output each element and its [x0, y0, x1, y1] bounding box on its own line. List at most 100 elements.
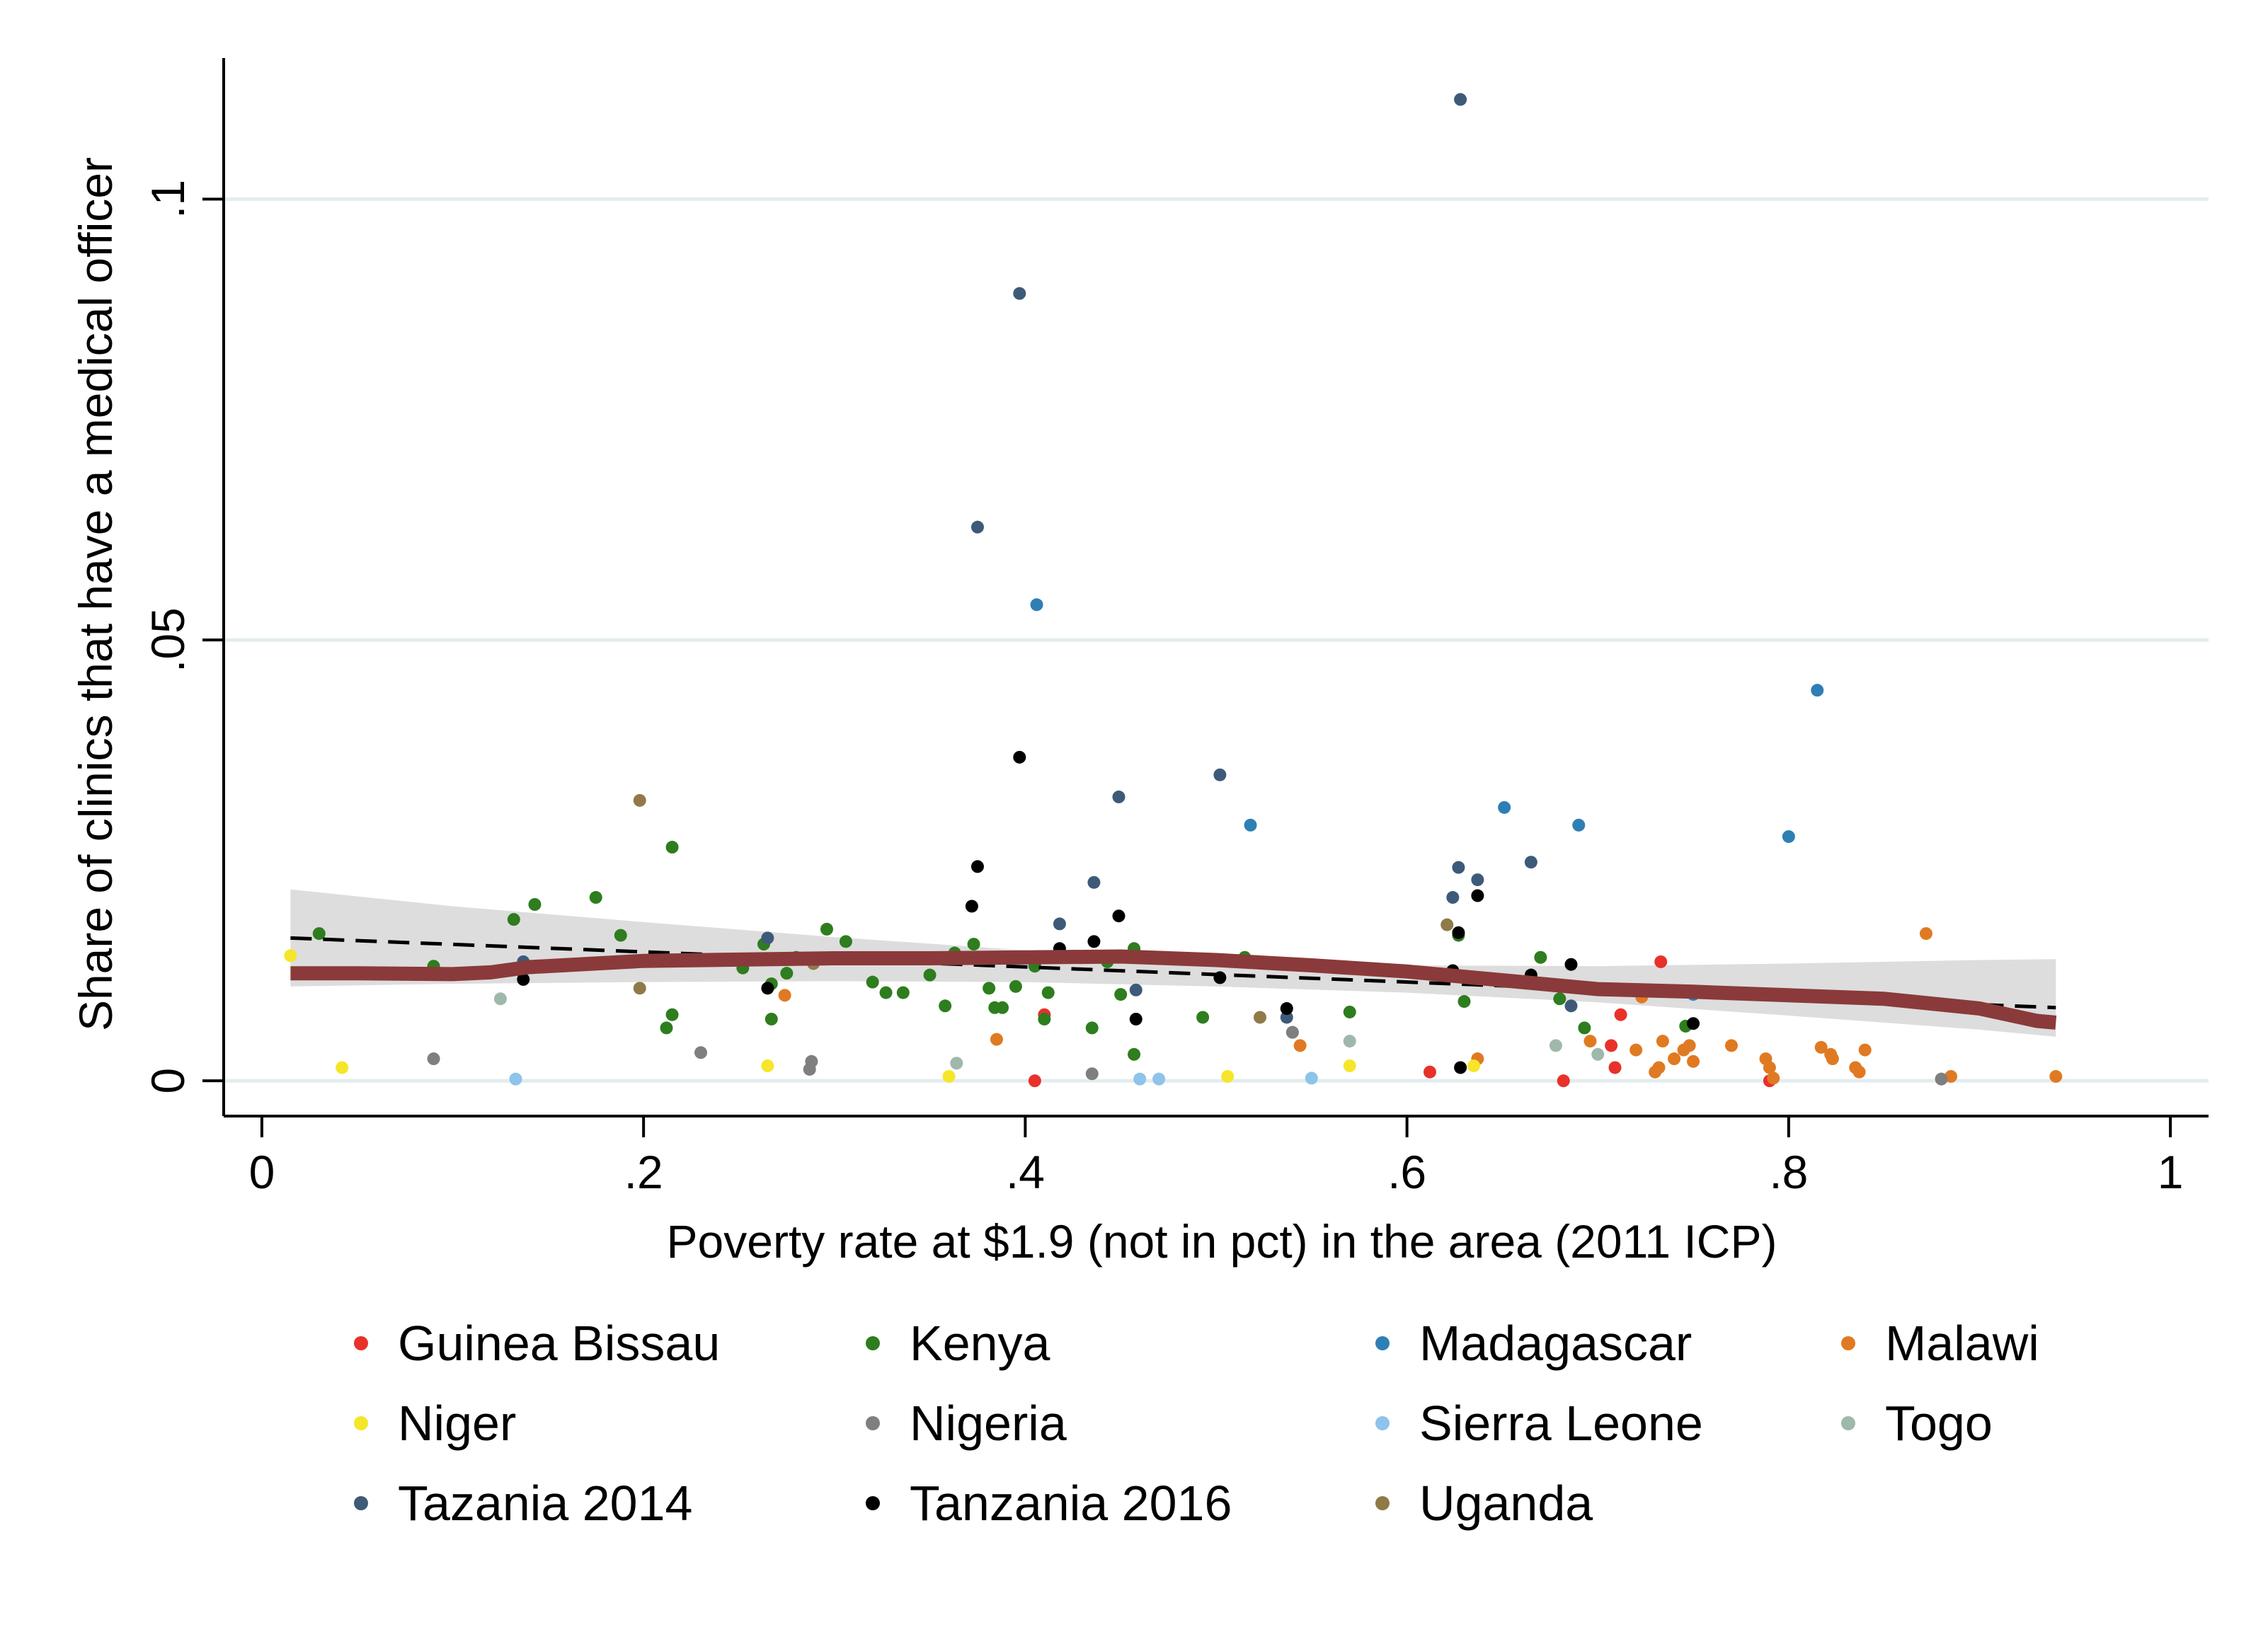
legend-marker — [1841, 1416, 1855, 1430]
data-point — [1285, 1025, 1299, 1039]
data-point — [633, 982, 646, 995]
data-point — [614, 929, 627, 942]
x-tick-label: 0 — [249, 1146, 275, 1198]
data-point — [493, 992, 507, 1006]
data-point — [1152, 1072, 1166, 1086]
data-point — [879, 986, 893, 999]
data-point — [1471, 889, 1484, 902]
data-point — [1630, 1043, 1643, 1057]
data-point — [1605, 1039, 1618, 1052]
legend-entry: Niger — [354, 1396, 516, 1451]
data-point — [589, 891, 602, 904]
data-point — [1534, 950, 1547, 964]
y-tick-label: 0 — [142, 1068, 194, 1094]
legend-marker — [866, 1416, 880, 1430]
data-point — [1591, 1047, 1605, 1061]
data-point — [967, 938, 980, 951]
data-point — [1343, 1059, 1356, 1072]
data-point — [1549, 1039, 1562, 1052]
data-point — [1293, 1039, 1307, 1052]
data-point — [1524, 856, 1537, 869]
data-point — [1687, 1017, 1700, 1030]
data-point — [1343, 1005, 1356, 1018]
data-point — [761, 931, 774, 945]
data-point — [839, 935, 852, 948]
data-point — [1852, 1065, 1866, 1079]
data-point — [1009, 979, 1022, 993]
data-point — [1471, 873, 1484, 887]
legend-marker — [1375, 1336, 1390, 1350]
axes-layer: 0 .2 .4 .6 .8 1 0 .05 .1 — [142, 58, 2209, 1198]
data-point — [1919, 927, 1932, 941]
data-point — [1013, 287, 1026, 300]
data-point — [923, 968, 937, 982]
data-point — [939, 999, 952, 1013]
data-point — [509, 1072, 522, 1086]
smooth-curve-layer — [290, 949, 2057, 1030]
legend-entry: Nigeria — [866, 1396, 1067, 1451]
legend-entry: Sierra Leone — [1375, 1396, 1703, 1451]
x-tick-label: .4 — [1006, 1146, 1045, 1198]
data-point — [778, 989, 791, 1002]
data-point — [1112, 909, 1126, 923]
data-point — [1030, 598, 1043, 611]
legend-entry: Togo — [1841, 1396, 1993, 1451]
data-point — [1668, 1052, 1681, 1066]
legend-marker — [1375, 1416, 1390, 1430]
data-point — [805, 1055, 818, 1068]
data-point — [1280, 1011, 1293, 1024]
data-point — [896, 986, 910, 999]
legend-label: Madagascar — [1419, 1316, 1692, 1371]
data-point — [1028, 1074, 1041, 1088]
data-point — [336, 1061, 349, 1074]
data-point — [761, 1059, 774, 1072]
data-point — [1608, 1061, 1622, 1074]
data-point — [1129, 1012, 1142, 1025]
data-point — [1935, 1072, 1948, 1086]
grid-layer — [224, 197, 2209, 1083]
data-point — [990, 1033, 1003, 1046]
data-point — [1452, 861, 1465, 874]
data-point — [1572, 818, 1586, 832]
data-point — [1656, 1035, 1669, 1048]
data-point — [1441, 918, 1454, 931]
data-point — [427, 1052, 440, 1066]
data-point — [1578, 1021, 1591, 1035]
legend-marker — [1375, 1496, 1390, 1510]
data-point — [1467, 1059, 1480, 1072]
data-point — [2049, 1069, 2063, 1083]
data-point — [996, 1001, 1009, 1014]
data-point — [1614, 1008, 1627, 1021]
data-point — [866, 975, 879, 989]
smooth-curve — [290, 949, 2057, 1030]
data-point — [942, 1069, 956, 1083]
legend-label: Togo — [1885, 1396, 1993, 1451]
y-axis-title: Share of clinics that have a medical off… — [69, 157, 122, 1031]
data-point — [1305, 1071, 1318, 1085]
data-point — [1112, 791, 1126, 804]
data-point — [1114, 988, 1128, 1001]
data-point — [1128, 1047, 1141, 1061]
data-point — [1038, 1012, 1051, 1025]
legend-label: Kenya — [910, 1316, 1050, 1371]
legend: Guinea Bissau Kenya Madagascar Malawi Niger N… — [354, 1316, 2039, 1531]
data-point — [1782, 830, 1795, 844]
data-point — [820, 922, 833, 936]
points-layer — [284, 93, 2063, 1088]
x-axis-title: Poverty rate at $1.9 (not in pct) in the… — [667, 1215, 1777, 1268]
data-point — [1196, 1011, 1210, 1024]
data-point — [950, 1057, 963, 1070]
legend-entry: Malawi — [1841, 1316, 2039, 1371]
data-point — [1687, 1055, 1700, 1068]
data-point — [970, 520, 984, 534]
data-point — [1858, 1043, 1872, 1057]
data-point — [1826, 1052, 1839, 1066]
data-point — [1454, 1061, 1467, 1074]
x-tick-label: .8 — [1769, 1146, 1808, 1198]
data-point — [1041, 986, 1055, 999]
data-point — [665, 1008, 679, 1021]
data-point — [1085, 1067, 1099, 1081]
data-point — [1564, 999, 1578, 1013]
